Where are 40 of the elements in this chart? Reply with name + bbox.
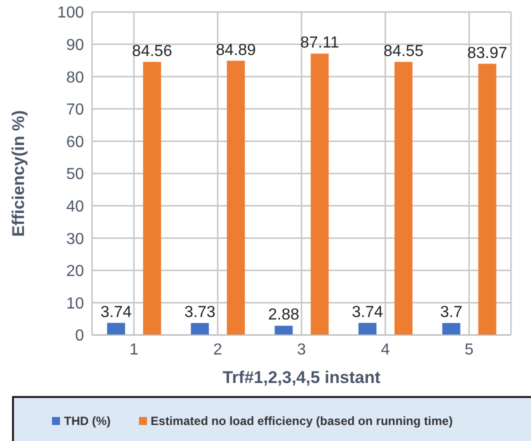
data-label: 3.74 [352,304,384,321]
y-tick-label: 90 [66,36,84,54]
y-axis-title: Efficiency(in %) [9,110,28,237]
bar [442,323,460,335]
y-tick-label: 60 [66,134,84,151]
y-tick-label: 80 [66,69,84,86]
y-tick-label: 70 [66,102,84,119]
bar [478,64,496,335]
x-tick-label: 3 [297,341,306,358]
y-tick-label: 10 [66,295,84,312]
bar [107,322,126,335]
y-tick-label: 100 [57,4,84,22]
y-tick-label: 20 [66,263,84,280]
data-label: 3.7 [440,304,463,322]
x-tick-label: 5 [464,341,474,358]
x-tick-label: 2 [213,341,222,358]
data-label: 84.55 [383,42,424,60]
bar [310,54,329,335]
data-label: 84.89 [216,42,256,59]
data-label: 83.97 [467,44,508,62]
legend-label: THD (%) [63,414,111,428]
y-tick-label: 50 [66,166,84,184]
data-label: 3.74 [100,304,132,321]
data-label: 2.88 [268,306,300,324]
x-tick-label: 1 [129,341,138,358]
data-label: 84.56 [132,42,172,60]
bar [358,322,376,335]
data-label: 87.11 [300,34,340,52]
x-axis-title: Trf#1,2,3,4,5 instant [222,368,381,387]
y-tick-label: 0 [75,328,84,345]
x-tick-label: 4 [380,341,390,358]
bar [226,60,245,335]
data-label: 3.73 [184,304,216,321]
bar [274,326,293,335]
legend-label: Estimated no load efficiency (based on running time) [150,414,453,428]
y-tick-label: 40 [66,198,84,216]
bar [143,62,162,335]
bar [394,62,412,335]
y-tick-label: 30 [66,230,84,248]
bar [190,322,209,335]
